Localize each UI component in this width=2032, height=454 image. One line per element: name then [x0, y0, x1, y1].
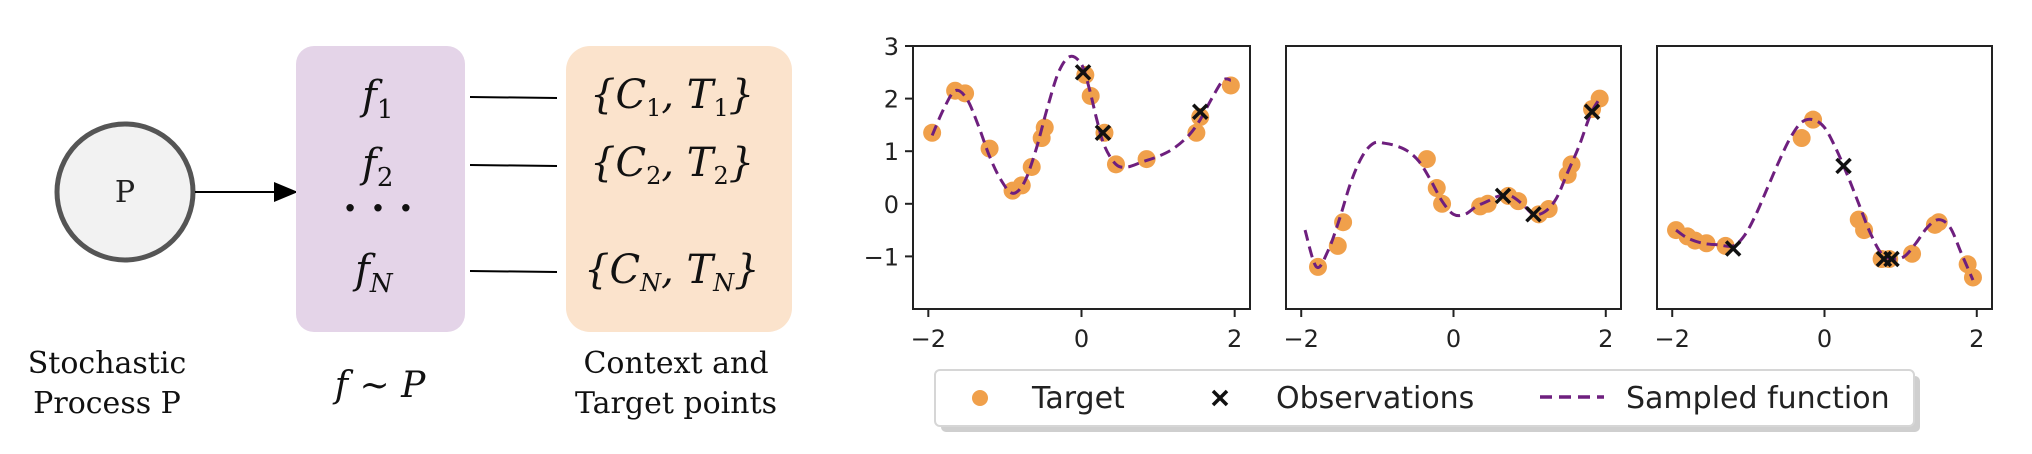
process-caption-line1: Stochastic: [28, 346, 187, 381]
target-point: [1334, 213, 1353, 232]
legend-observation-label: Observations: [1276, 381, 1474, 416]
y-tick-label: 2: [884, 86, 899, 114]
observation-stroke: [1583, 103, 1601, 120]
legend-target-marker: [972, 390, 988, 406]
x-tick-label: 0: [1817, 325, 1832, 353]
legend-function-label: Sampled function: [1626, 381, 1890, 416]
target-point: [1221, 76, 1240, 95]
context-caption-line2: Target points: [575, 386, 777, 421]
observation-point: [1724, 240, 1742, 257]
x-tick-label: −2: [1284, 325, 1319, 353]
target-point: [1903, 244, 1922, 263]
function-fN: fN: [352, 247, 394, 299]
target-point: [1697, 234, 1716, 253]
legend-box: [934, 369, 1915, 427]
legend-target-label: Target: [1031, 381, 1125, 416]
target-point: [1427, 179, 1446, 198]
observation-point: [1074, 64, 1092, 81]
connector-line-1: [469, 96, 558, 99]
context-set-N: {CN, TN}: [584, 247, 760, 297]
observation-point: [1835, 157, 1852, 175]
x-tick-label: 2: [1969, 325, 1984, 353]
observation-stroke: [1191, 103, 1209, 120]
sampled-function-line: [1675, 117, 1975, 281]
observation-stroke: [1494, 187, 1512, 205]
process-diagram: P Stochastic Process P f1 f2 · · · fN f …: [28, 46, 792, 421]
context-set-2: {C2, T2}: [590, 140, 754, 190]
target-point: [980, 139, 999, 158]
target-point: [1478, 194, 1497, 213]
y-tick-label: 0: [884, 191, 899, 219]
context-caption-line1: Context and: [583, 346, 768, 381]
observation-stroke: [1835, 157, 1852, 175]
process-circle: [54, 121, 196, 263]
observation-stroke: [1094, 124, 1112, 142]
x-tick-label: 2: [1598, 325, 1613, 353]
x-tick-label: 0: [1446, 325, 1461, 353]
chart-panel-1: −2 0 2 3 2 1 0 −1: [864, 33, 1251, 353]
x-tick-label: 0: [1074, 325, 1089, 353]
connector-line-N: [469, 270, 558, 273]
x-tick-label: −2: [1655, 325, 1690, 353]
context-box: [566, 46, 792, 332]
target-point: [1929, 213, 1948, 232]
function-caption: f ∼ P: [332, 365, 426, 406]
y-tick-label: 3: [884, 33, 899, 61]
process-caption-line2: Process P: [33, 386, 181, 421]
target-point: [956, 84, 975, 103]
observation-stroke: [1074, 64, 1092, 81]
observation-point: [1525, 206, 1542, 223]
observation-point: [1191, 103, 1209, 120]
y-tick-label: 1: [884, 138, 899, 166]
x-tick-label: 2: [1227, 325, 1242, 353]
target-point: [1035, 118, 1054, 137]
target-point: [1081, 86, 1100, 105]
connector-line-2: [469, 164, 558, 167]
context-set-1: {C1, T1}: [590, 72, 754, 122]
x-tick-label: −2: [911, 325, 946, 353]
target-point: [1855, 221, 1874, 240]
sampled-function-line: [1303, 97, 1601, 270]
chart-panel-3: −2 0 2: [1655, 45, 1993, 353]
target-point: [1590, 89, 1609, 108]
observation-stroke: [1883, 250, 1900, 268]
observation-point: [1494, 187, 1512, 205]
sampled-function-line: [930, 54, 1232, 195]
chart-panel-2: −2 0 2: [1284, 45, 1622, 353]
target-point: [1792, 129, 1811, 148]
legend: Target Observations Sampled function: [934, 369, 1920, 432]
function-dots: · · ·: [343, 185, 413, 232]
observation-stroke: [1525, 206, 1542, 223]
y-tick-label: −1: [864, 243, 899, 271]
observation-point: [1583, 103, 1601, 120]
charts: −2 0 2 3 2 1 0 −1 −2 0 2 −2 0 2: [864, 33, 1993, 353]
target-point: [1187, 123, 1206, 142]
function-box: [296, 46, 465, 332]
target-point: [1804, 110, 1823, 129]
observation-point: [1094, 124, 1112, 142]
legend-observation-marker: [1211, 389, 1229, 407]
observation-stroke: [1724, 240, 1742, 257]
observation-point: [1883, 250, 1900, 268]
chart-frame: [1656, 45, 1993, 310]
target-point: [1417, 150, 1436, 169]
process-label: P: [115, 175, 135, 210]
